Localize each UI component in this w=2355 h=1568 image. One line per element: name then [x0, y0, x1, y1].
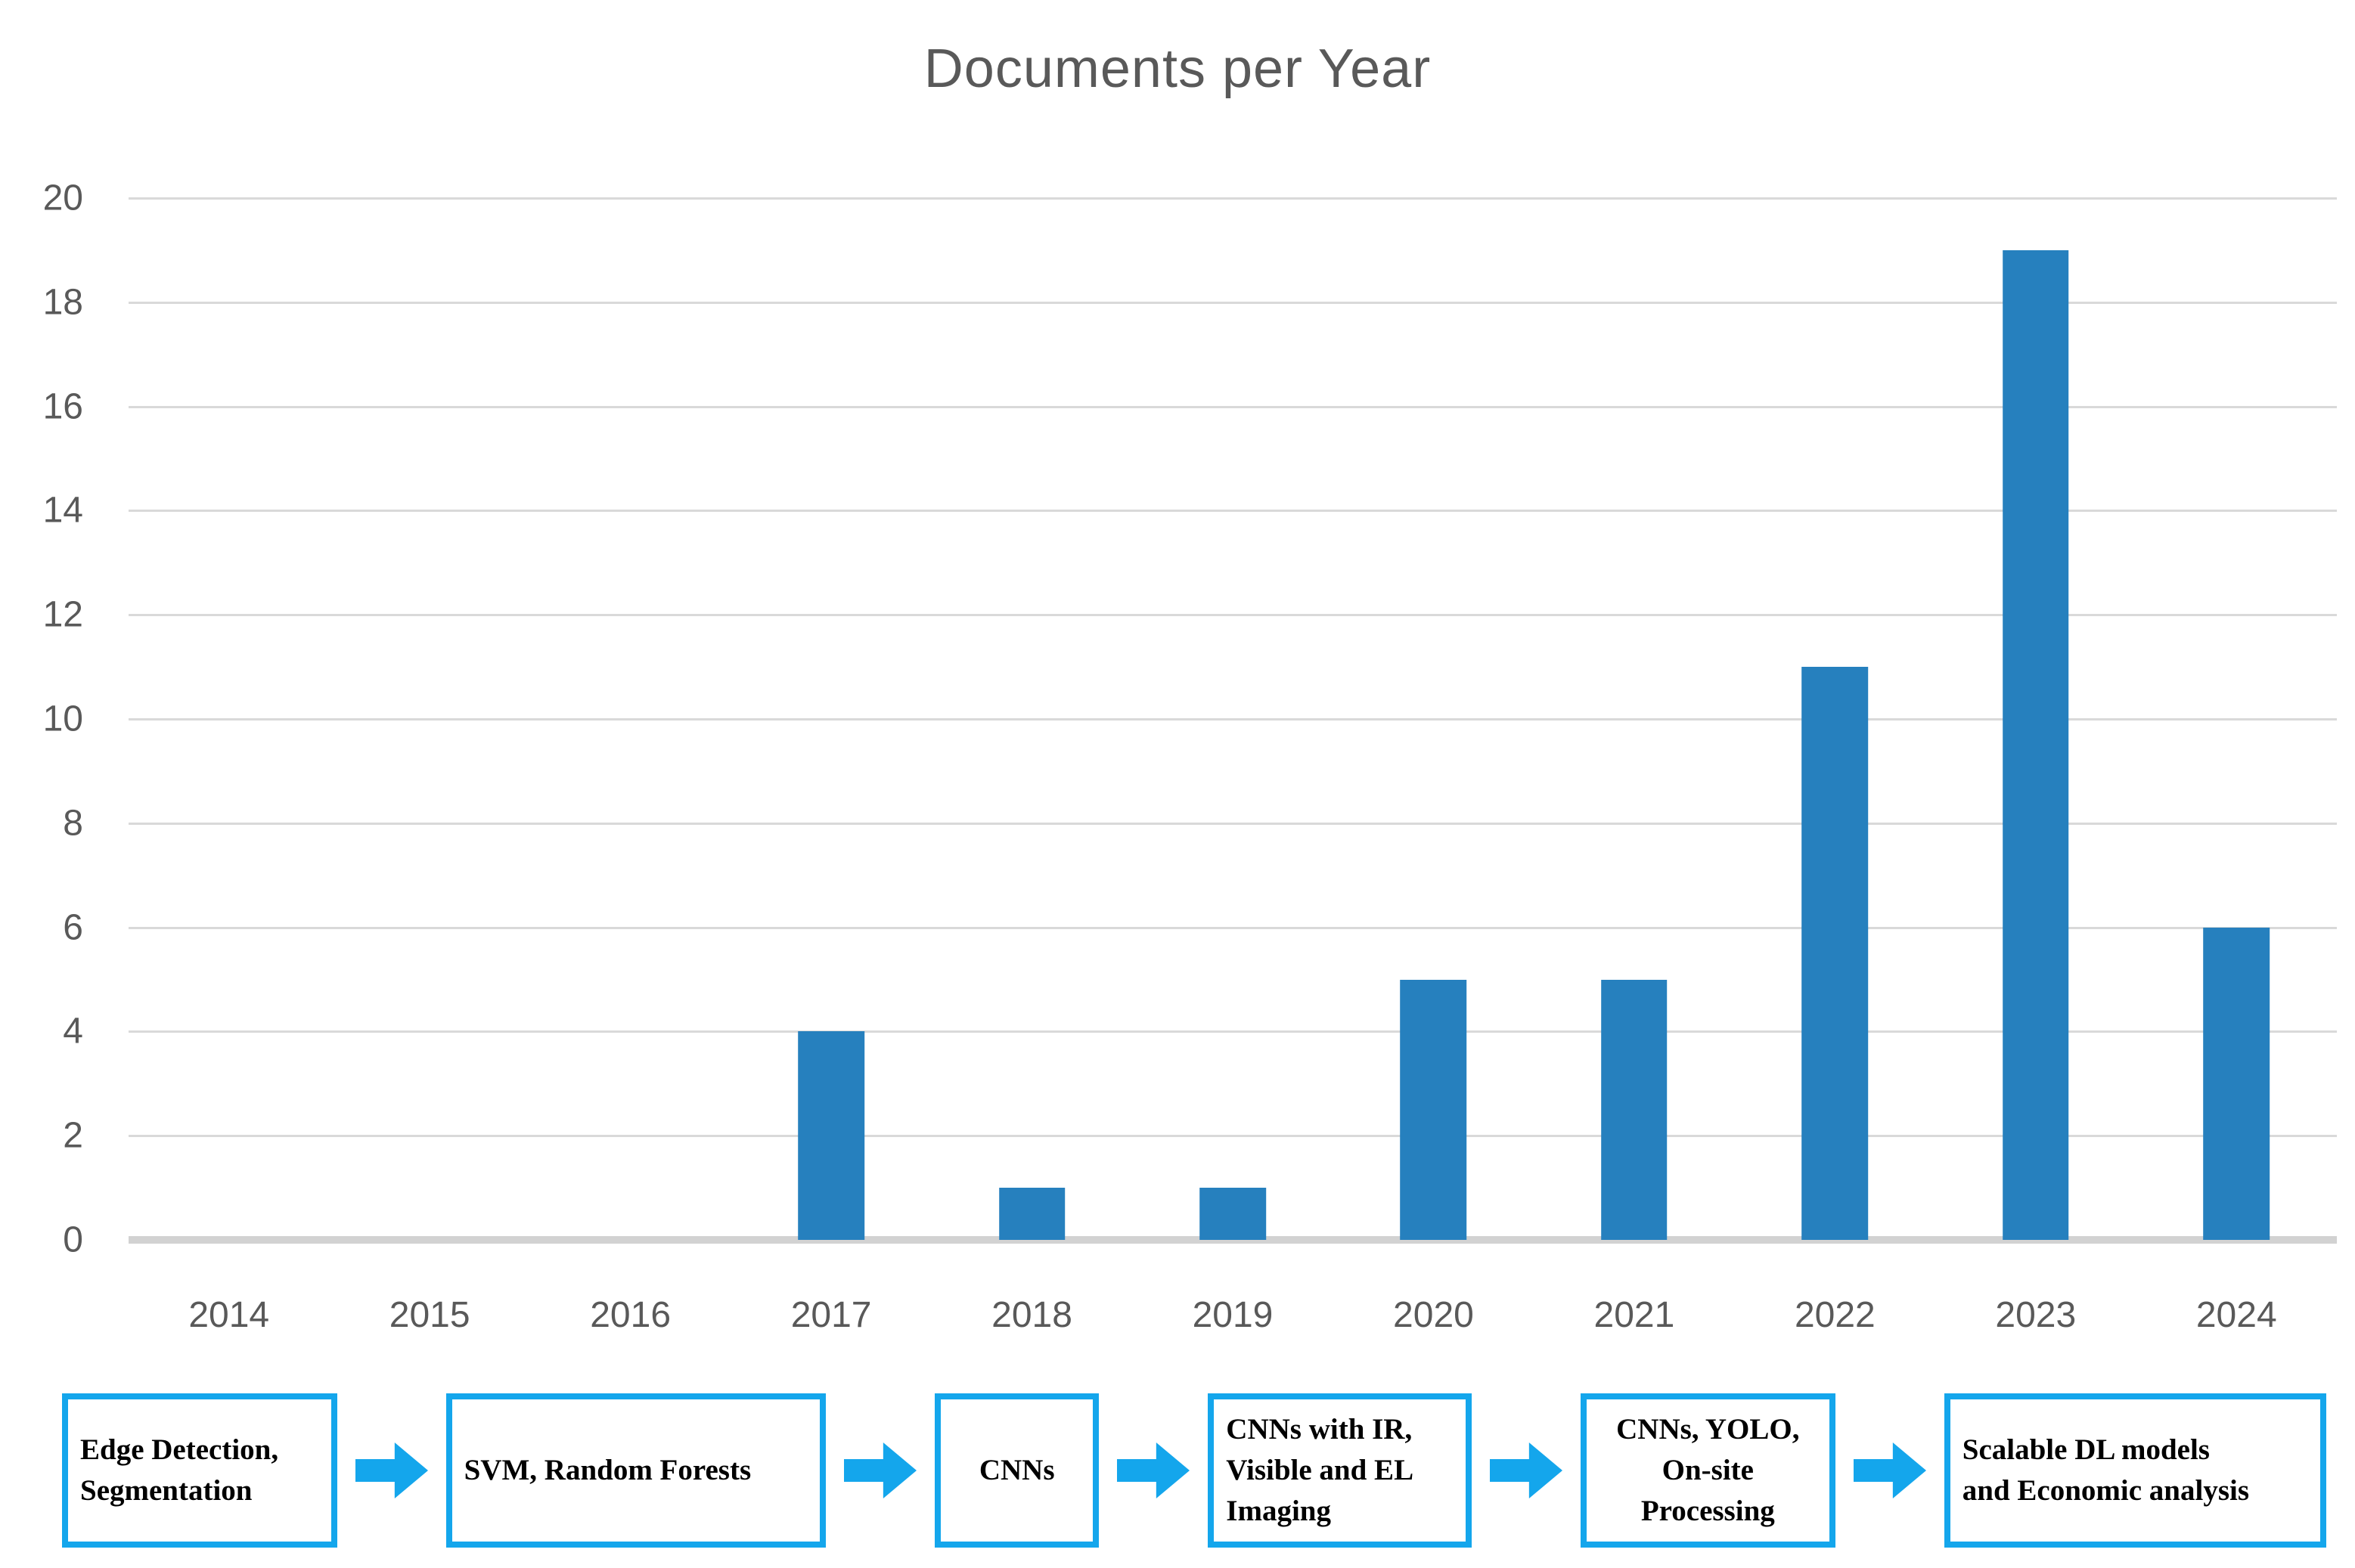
right-arrow-icon [355, 1441, 428, 1500]
y-tick-label: 20 [42, 178, 83, 218]
methods-timeline: Edge Detection, Segmentation SVM, Random F… [62, 1393, 2326, 1548]
y-tick-label: 14 [42, 490, 83, 531]
y-tick-label: 6 [63, 907, 83, 948]
y-tick-label: 18 [42, 282, 83, 323]
y-tick-label: 8 [63, 803, 83, 844]
timeline-box-line: CNNs with IR, [1226, 1413, 1413, 1446]
bar-slot-2022 [1735, 198, 1935, 1240]
x-tick-label-2020: 2020 [1393, 1295, 1474, 1335]
y-tick-label: 0 [63, 1219, 83, 1260]
x-tick-label-2016: 2016 [590, 1295, 672, 1335]
plot-area [129, 197, 2337, 1244]
bar-slot-2019 [1132, 198, 1333, 1240]
right-arrow-icon [1853, 1441, 1926, 1500]
timeline-box-line: CNNs, YOLO, [1616, 1413, 1800, 1446]
timeline-box-line: SVM, Random Forests [464, 1454, 752, 1487]
y-tick-label: 12 [42, 594, 83, 635]
timeline-box-1: Edge Detection, Segmentation [62, 1393, 337, 1548]
timeline-box-line: Imaging [1226, 1494, 1331, 1527]
bar-slot-2024 [2136, 198, 2337, 1240]
timeline-box-5: CNNs, YOLO, On-site Processing [1580, 1393, 1835, 1548]
timeline-box-line: On-site [1662, 1454, 1754, 1487]
bar-2022 [1801, 667, 1869, 1240]
bar-2024 [2203, 927, 2270, 1240]
timeline-box-line: Scalable DL models [1962, 1433, 2210, 1467]
bar-2017 [798, 1031, 864, 1240]
bar-2019 [1199, 1188, 1266, 1240]
bar-slot-2014 [129, 198, 329, 1240]
bar-2018 [998, 1188, 1066, 1240]
timeline-box-6: Scalable DL models and Economic analysis [1944, 1393, 2326, 1548]
y-tick-label: 4 [63, 1011, 83, 1052]
x-tick-label-2018: 2018 [991, 1295, 1072, 1335]
bar-2020 [1400, 979, 1467, 1240]
bar-slot-2016 [530, 198, 731, 1240]
bar-slot-2023 [1935, 198, 2136, 1240]
x-tick-label-2019: 2019 [1192, 1295, 1274, 1335]
x-tick-label-2014: 2014 [188, 1295, 270, 1335]
timeline-box-line: Processing [1640, 1494, 1775, 1527]
x-axis-labels: 2014 2015 2016 2017 2018 2019 2020 2021 2022 2023… [129, 1294, 2337, 1336]
right-arrow-icon [1489, 1441, 1562, 1500]
x-tick-label-2022: 2022 [1794, 1295, 1876, 1335]
x-axis-baseline [129, 1236, 2337, 1244]
y-tick-label: 2 [63, 1115, 83, 1156]
timeline-box-line: CNNs [979, 1454, 1055, 1487]
bar-slot-2018 [932, 198, 1132, 1240]
gridline [129, 926, 2337, 929]
gridline [129, 405, 2337, 408]
gridline [129, 718, 2337, 720]
timeline-box-line: Segmentation [80, 1474, 253, 1507]
gridline [129, 1135, 2337, 1138]
y-tick-label: 16 [42, 386, 83, 427]
gridline [129, 301, 2337, 304]
gridline [129, 822, 2337, 825]
x-tick-label-2015: 2015 [389, 1295, 470, 1335]
gridline [129, 197, 2337, 200]
gridline [129, 614, 2337, 617]
timeline-box-line: and Economic analysis [1962, 1474, 2250, 1507]
timeline-box-line: Edge Detection, [80, 1433, 279, 1467]
x-tick-label-2024: 2024 [2195, 1295, 2277, 1335]
timeline-box-line: Visible and EL [1226, 1454, 1414, 1487]
gridline [129, 1030, 2337, 1033]
bar-2023 [2003, 249, 2069, 1240]
x-tick-label-2021: 2021 [1593, 1295, 1675, 1335]
chart-title: Documents per Year [923, 39, 1432, 100]
timeline-box-3: CNNs [935, 1393, 1100, 1548]
bar-2021 [1601, 979, 1668, 1240]
bar-slot-2021 [1534, 198, 1734, 1240]
right-arrow-icon [1117, 1441, 1190, 1500]
x-tick-label-2023: 2023 [1995, 1295, 2077, 1335]
timeline-box-4: CNNs with IR, Visible and EL Imaging [1208, 1393, 1472, 1548]
y-tick-label: 10 [42, 699, 83, 739]
bar-slot-2017 [731, 198, 931, 1240]
timeline-box-2: SVM, Random Forests [445, 1393, 827, 1548]
gridline [129, 510, 2337, 513]
bar-slot-2020 [1333, 198, 1534, 1240]
bar-slot-2015 [329, 198, 529, 1240]
y-axis-labels: 0 2 4 6 8 10 12 14 16 18 20 [0, 178, 106, 1260]
right-arrow-icon [844, 1441, 917, 1500]
x-tick-label-2017: 2017 [790, 1295, 872, 1335]
bars-container [129, 198, 2337, 1240]
